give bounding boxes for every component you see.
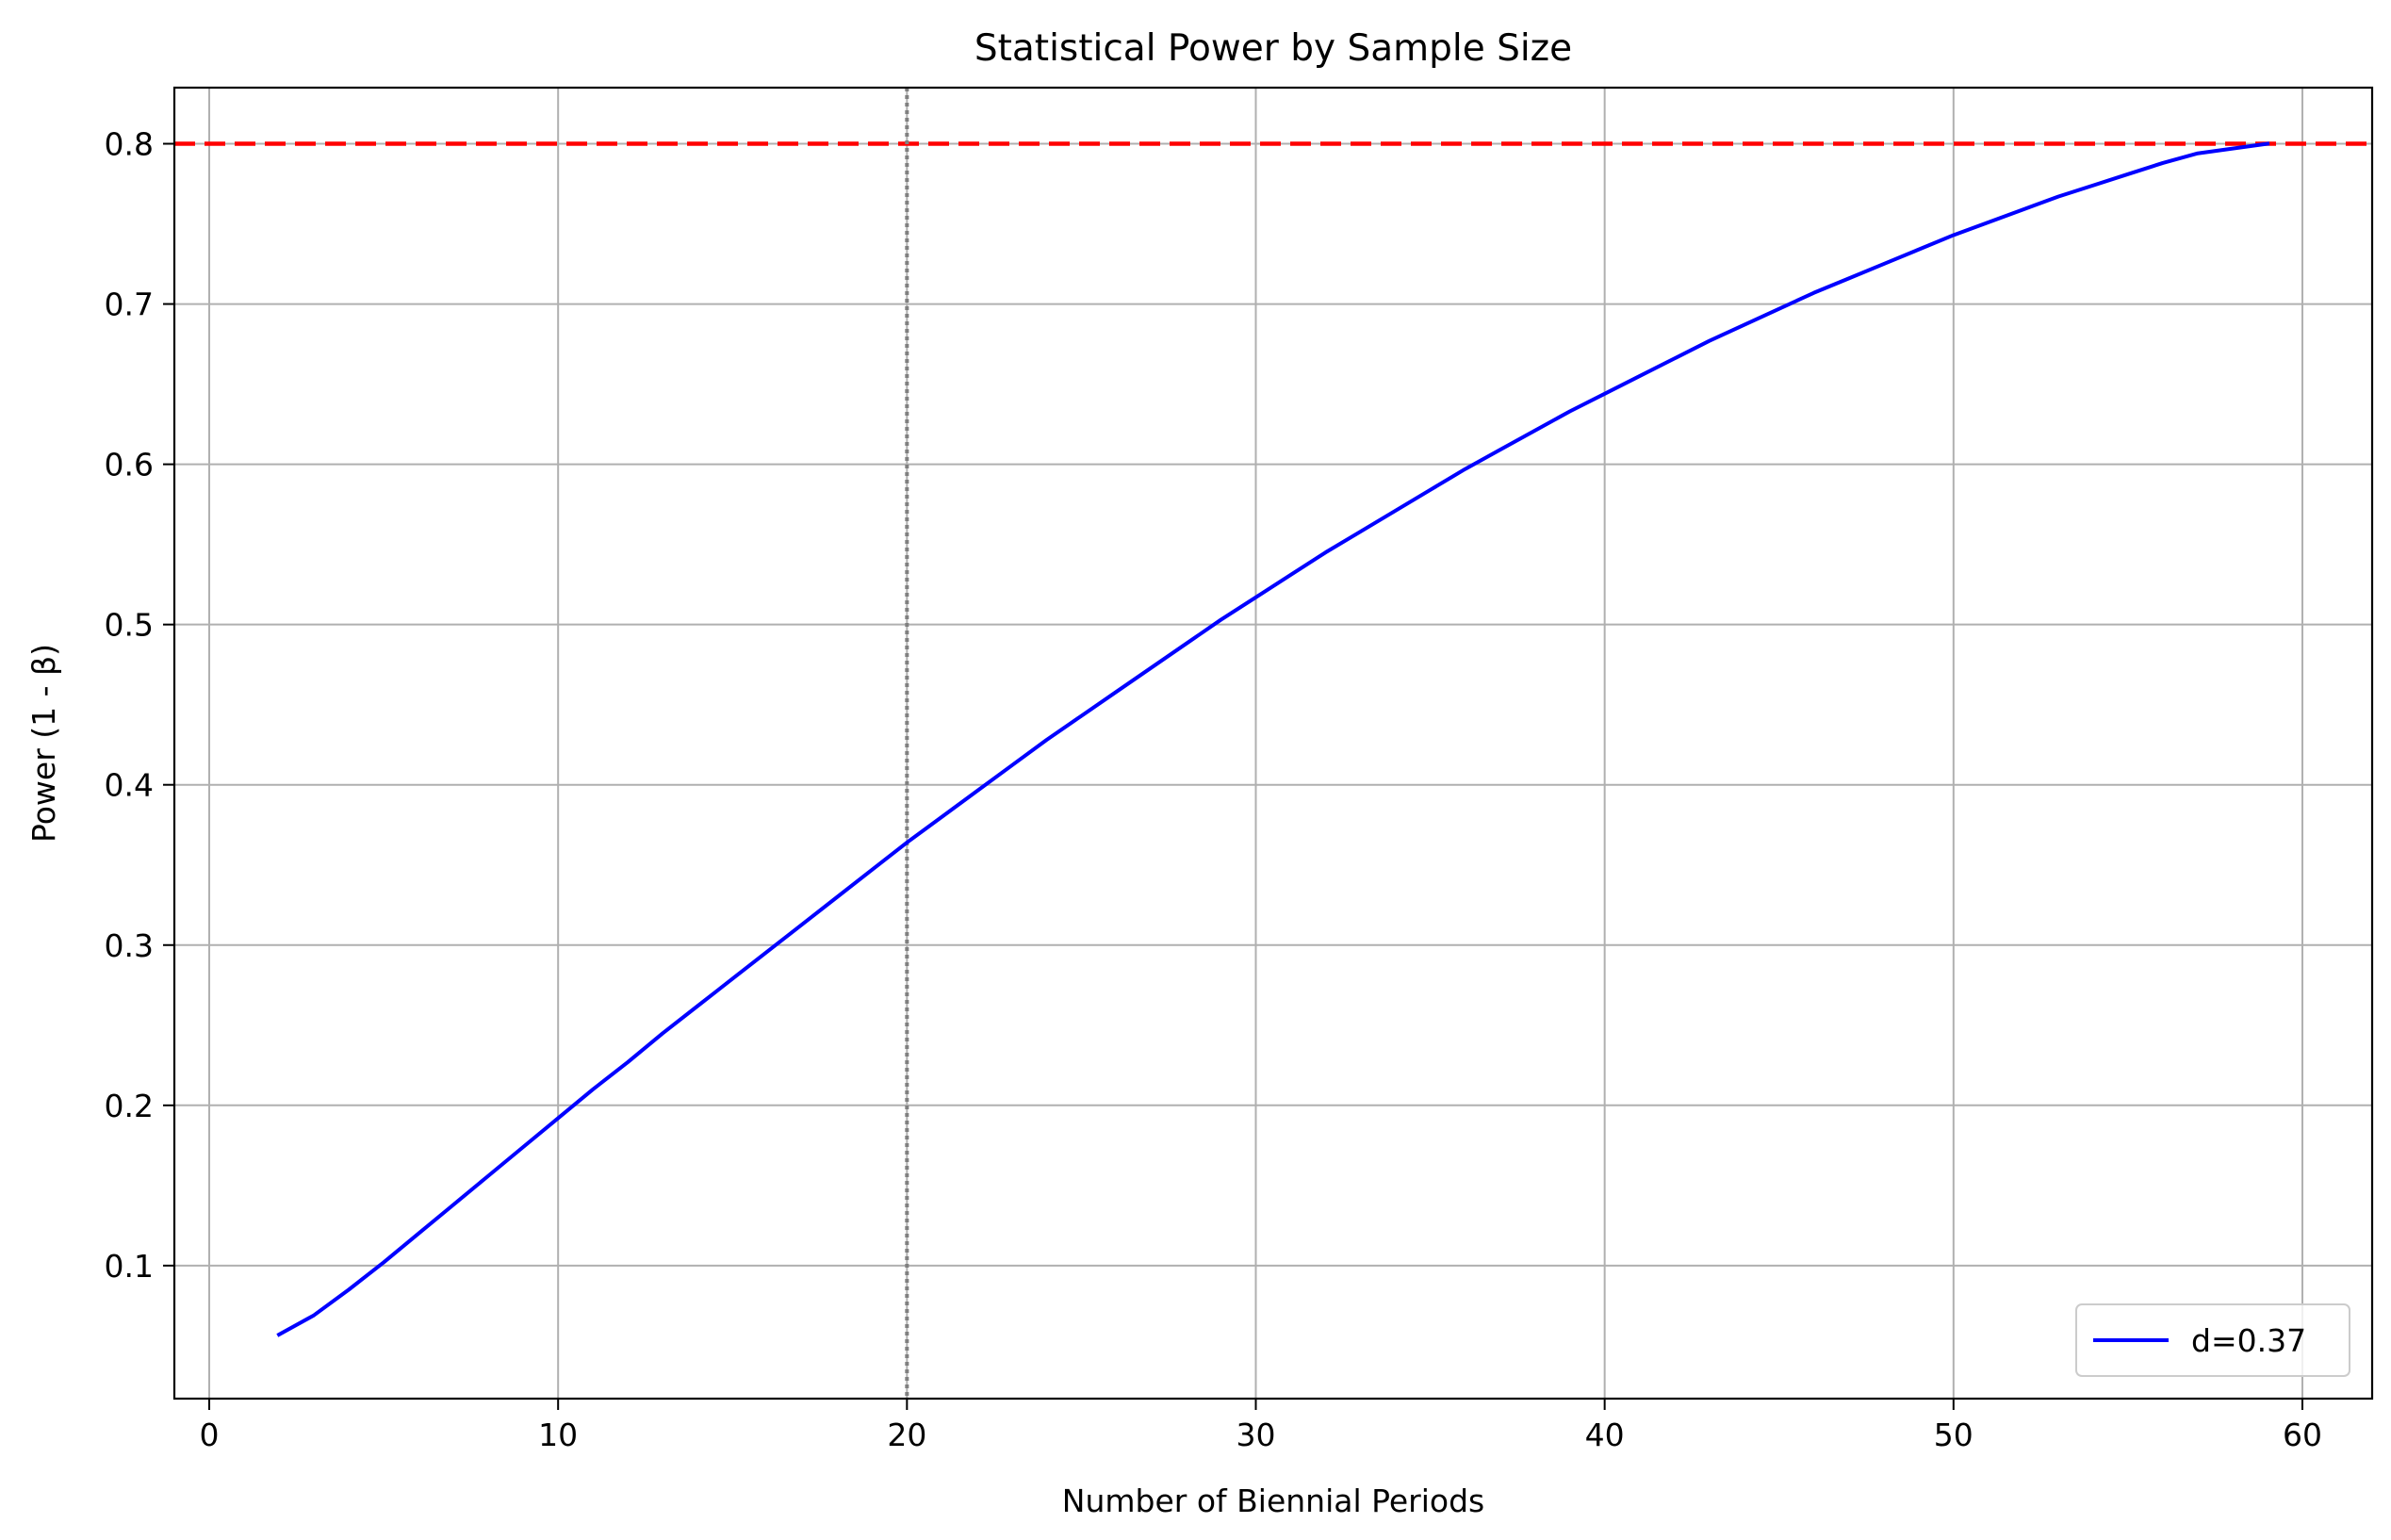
x-tick-label-2: 20 (887, 1417, 926, 1453)
x-tick-label-5: 50 (1934, 1417, 1973, 1453)
y-tick-label-0: 0.1 (105, 1248, 154, 1285)
x-tick-label-3: 30 (1236, 1417, 1275, 1453)
y-axis-ticks: 0.1 0.2 0.3 0.4 0.5 0.6 0.7 0.8 (105, 126, 174, 1285)
legend-box (2075, 1303, 2350, 1377)
x-tick-label-1: 10 (538, 1417, 578, 1453)
x-tick-label-4: 40 (1585, 1417, 1625, 1453)
y-tick-label-5: 0.6 (105, 447, 154, 483)
legend-label: d=0.37 (2191, 1322, 2306, 1359)
y-tick-label-1: 0.2 (105, 1088, 154, 1124)
legend: d=0.37 (2075, 1303, 2350, 1377)
y-axis-label: Power (1 - β) (25, 644, 62, 843)
y-tick-label-3: 0.4 (105, 767, 154, 804)
x-tick-label-0: 0 (200, 1417, 220, 1453)
y-tick-label-2: 0.3 (105, 927, 154, 964)
y-tick-label-7: 0.8 (105, 126, 154, 163)
series-line-0 (276, 141, 2270, 1337)
grid (174, 88, 2372, 1399)
x-axis-label: Number of Biennial Periods (1062, 1483, 1484, 1519)
y-tick-label-4: 0.5 (105, 607, 154, 644)
plot-frame (172, 86, 2374, 1401)
series-lines (276, 141, 2270, 1337)
reference-lines (174, 88, 2372, 1399)
chart-title: Statistical Power by Sample Size (974, 27, 1572, 70)
x-tick-label-6: 60 (2283, 1417, 2322, 1453)
y-tick-label-6: 0.7 (105, 287, 154, 323)
x-axis-ticks: 0 10 20 30 40 50 60 (200, 1399, 2322, 1453)
